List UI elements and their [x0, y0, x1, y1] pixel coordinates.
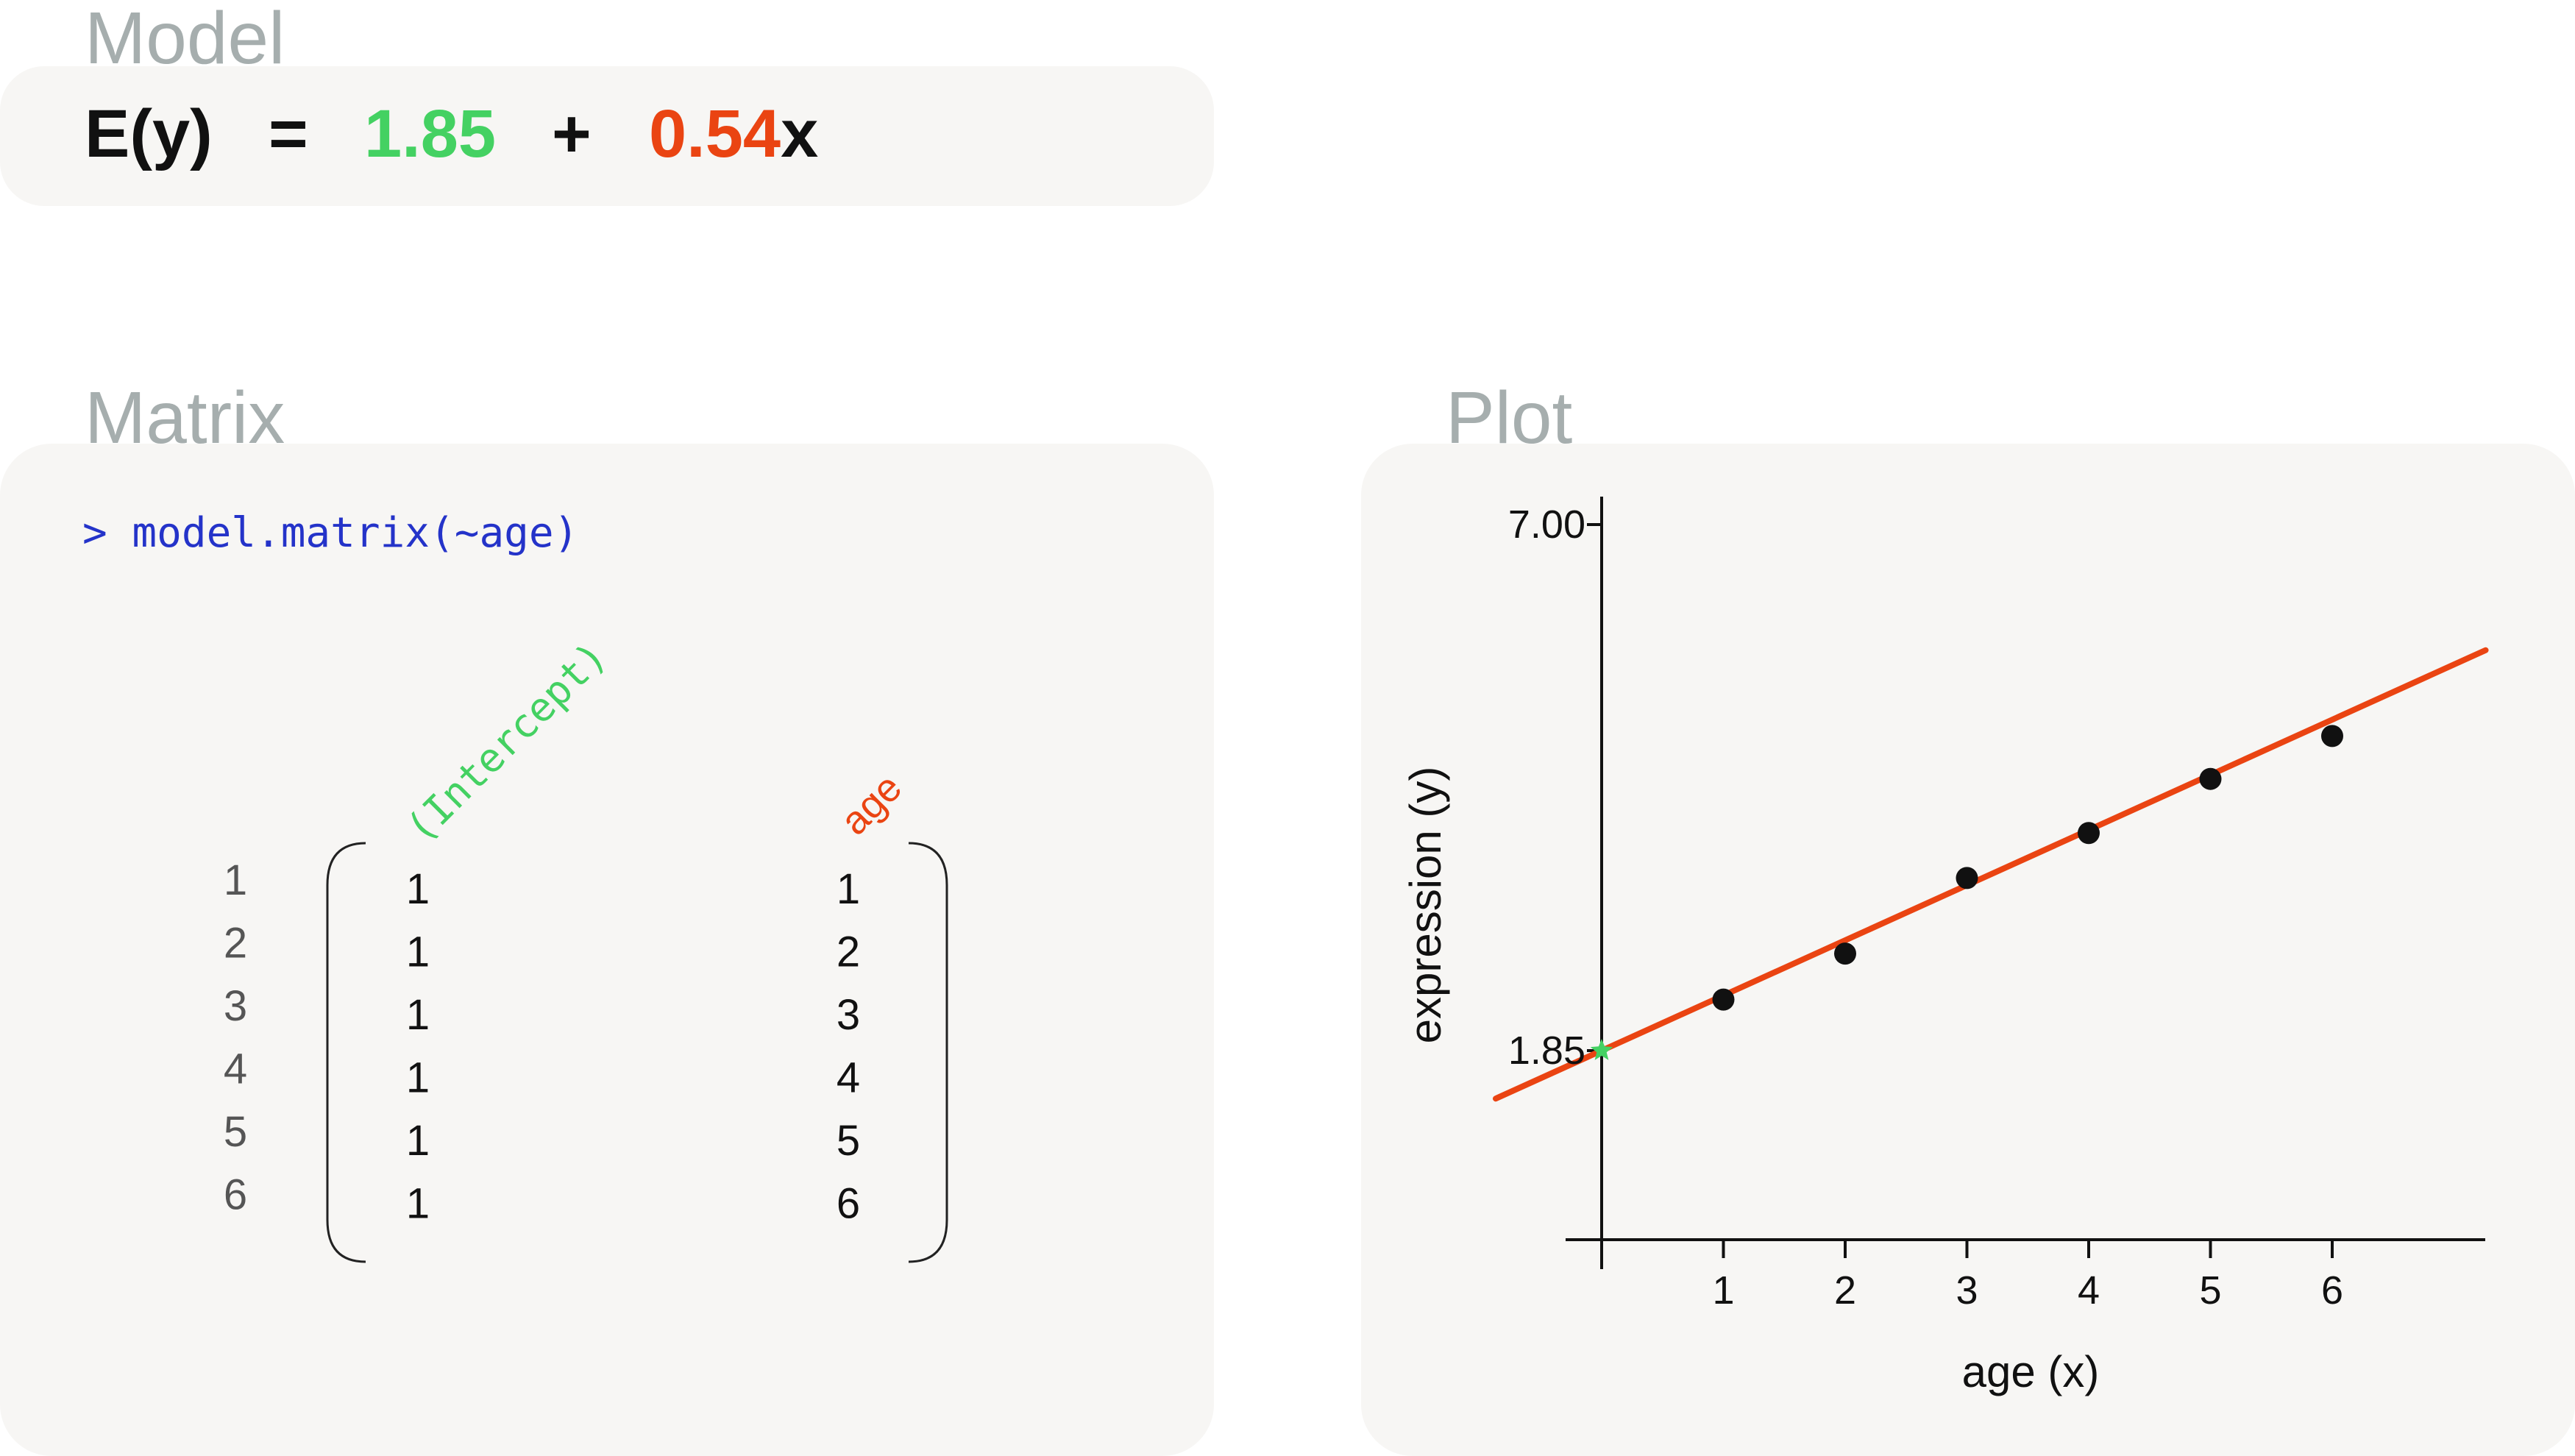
- data-point: [1956, 867, 1978, 889]
- x-tick-label: 2: [1834, 1268, 1856, 1313]
- matrix-right-bracket: [908, 842, 948, 1263]
- model-title: Model: [85, 0, 285, 79]
- data-point: [1834, 942, 1856, 965]
- plot-title: Plot: [1446, 377, 1573, 459]
- matrix-row-label: 5: [224, 1108, 247, 1156]
- data-point: [2078, 822, 2100, 845]
- matrix-row-labels: 1 2 3 4 5 6: [224, 856, 247, 1219]
- matrix-cell-intercept: 1: [406, 1117, 430, 1165]
- matrix-title: Matrix: [85, 377, 285, 459]
- equation-intercept: 1.85: [364, 96, 497, 171]
- equation-lhs: E(y): [85, 96, 213, 171]
- matrix-cell-age: 6: [837, 1180, 860, 1228]
- data-point: [2321, 725, 2343, 747]
- x-axis-label: age (x): [1962, 1347, 2100, 1396]
- equation-variable: x: [781, 96, 819, 171]
- x-tick-label: 5: [2199, 1268, 2221, 1313]
- matrix-panel: [0, 444, 1214, 1456]
- matrix-row-label: 4: [224, 1045, 247, 1093]
- x-tick-label: 3: [1956, 1268, 1978, 1313]
- matrix-age-column: 1 2 3 4 5 6: [837, 865, 860, 1228]
- data-point: [1712, 988, 1735, 1011]
- matrix-row-label: 2: [224, 920, 247, 967]
- matrix-intercept-column: 1 1 1 1 1 1: [406, 865, 430, 1228]
- matrix-row-label: 6: [224, 1171, 247, 1219]
- matrix-cell-intercept: 1: [406, 865, 430, 913]
- matrix-cell-age: 5: [837, 1117, 860, 1165]
- matrix-cell-intercept: 1: [406, 991, 430, 1039]
- matrix-cell-intercept: 1: [406, 1180, 430, 1228]
- matrix-cell-intercept: 1: [406, 1054, 430, 1102]
- matrix-cell-age: 1: [837, 865, 860, 913]
- matrix-cell-age: 2: [837, 928, 860, 976]
- plot-panel: [1361, 444, 2575, 1456]
- matrix-left-bracket: [326, 842, 366, 1263]
- equation-slope: 0.54: [649, 96, 781, 171]
- intercept-marker: [1590, 1039, 1613, 1060]
- matrix-row-label: 1: [224, 856, 247, 904]
- matrix-cell-age: 4: [837, 1054, 860, 1102]
- equation-plus: +: [552, 96, 592, 171]
- matrix-row-label: 3: [224, 982, 247, 1030]
- x-tick-label: 6: [2321, 1268, 2343, 1313]
- y-tick-label: 7.00: [1508, 503, 1585, 547]
- matrix-cell-intercept: 1: [406, 928, 430, 976]
- matrix-cell-age: 3: [837, 991, 860, 1039]
- y-axis-label: expression (y): [1401, 767, 1450, 1044]
- equation-equals: =: [269, 96, 308, 171]
- matrix-command: > model.matrix(~age): [82, 509, 579, 557]
- model-panel: [0, 66, 1214, 206]
- equation-slope-term: 0.54x: [649, 100, 818, 168]
- fit-line: [1493, 647, 2489, 1102]
- data-point: [2199, 767, 2222, 790]
- x-tick-label: 1: [1712, 1268, 1734, 1313]
- x-tick-label: 4: [2078, 1268, 2100, 1313]
- y-tick-label: 1.85: [1508, 1029, 1585, 1073]
